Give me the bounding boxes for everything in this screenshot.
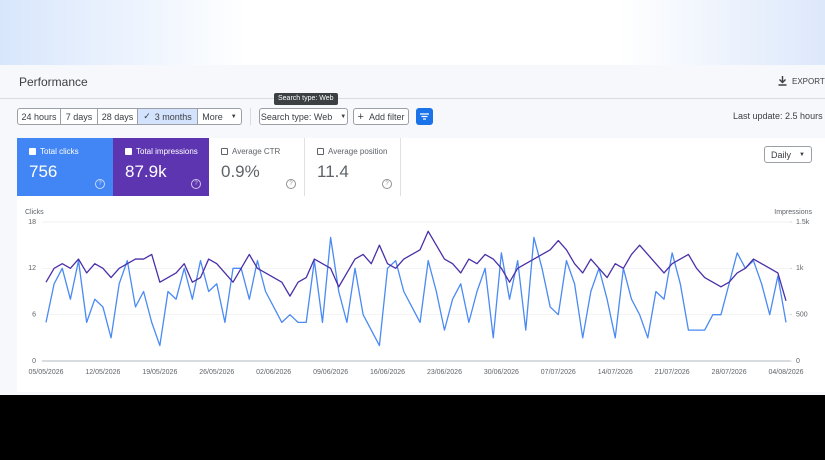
tooltip: Search type: Web <box>274 93 338 105</box>
series-line <box>45 230 787 301</box>
x-tick-label: 23/06/2026 <box>427 369 462 376</box>
checkbox <box>29 148 36 155</box>
help-icon: ? <box>95 179 105 189</box>
caret: ▼ <box>230 113 237 120</box>
y-tick-label: 0 <box>32 358 36 365</box>
x-tick-label: 28/07/2026 <box>712 369 747 376</box>
metric-card[interactable]: Total clicks 756 ? <box>17 138 113 196</box>
metric-card[interactable]: Average CTR 0.9% ? <box>209 138 305 196</box>
x-tick-label: 05/05/2026 <box>28 369 63 376</box>
export-label: EXPORT <box>792 76 825 86</box>
metric-label: Total clicks <box>40 147 79 156</box>
y2-tick-label: 1k <box>796 265 804 272</box>
x-tick-label: 09/06/2026 <box>313 369 348 376</box>
granularity-dropdown[interactable]: Daily ▼ <box>764 146 812 163</box>
metric-card[interactable]: Total impressions 87.9k ? <box>113 138 209 196</box>
add-filter-button[interactable]: + Add filter <box>353 108 409 125</box>
plus-icon: + <box>357 110 364 123</box>
chart: Clicks Impressions 0 6 12 18 0 500 1k 1.5k 05/05… <box>25 209 813 376</box>
metric-value: 11.4 <box>317 162 349 181</box>
search-type-label: Search type: Web <box>260 111 333 122</box>
help-icon: ? <box>191 179 201 189</box>
check-icon: ✓ <box>143 111 151 121</box>
x-tick-label: 07/07/2026 <box>541 369 576 376</box>
y2-tick-label: 500 <box>796 312 808 319</box>
y-tick-label: 6 <box>32 312 36 319</box>
x-tick-label: 26/05/2026 <box>199 369 234 376</box>
x-tick-label: 12/05/2026 <box>85 369 120 376</box>
checkbox <box>221 148 228 155</box>
metric-value: 87.9k <box>125 162 167 181</box>
metric-value: 0.9% <box>221 162 260 181</box>
checkbox <box>317 148 324 155</box>
y-axis-label: Clicks <box>25 209 44 216</box>
download-icon <box>778 76 787 86</box>
range-button-selected[interactable]: ✓ 3 months <box>137 108 198 125</box>
x-tick-label: 14/07/2026 <box>598 369 633 376</box>
x-tick-label: 21/07/2026 <box>655 369 690 376</box>
last-update: Last update: 2.5 hours ago <box>733 111 825 121</box>
range-button[interactable]: 24 hours <box>17 108 61 125</box>
more-label: More <box>202 111 223 122</box>
filter-icon <box>420 113 429 120</box>
x-tick-label: 04/08/2026 <box>768 369 803 376</box>
filter-icon-button[interactable] <box>416 108 433 125</box>
caret: ▼ <box>340 113 347 120</box>
granularity-label: Daily <box>771 149 792 160</box>
range-button[interactable]: 7 days <box>60 108 98 125</box>
divider <box>0 98 825 99</box>
add-filter-label: Add filter <box>368 111 405 122</box>
export-button[interactable]: EXPORT <box>778 76 825 86</box>
more-button[interactable]: More ▼ <box>197 108 242 125</box>
x-tick-label: 02/06/2026 <box>256 369 291 376</box>
metric-label: Average CTR <box>232 147 281 156</box>
x-tick-label: 19/05/2026 <box>142 369 177 376</box>
x-tick-label: 30/06/2026 <box>484 369 519 376</box>
checkbox <box>125 148 132 155</box>
y2-axis-label: Impressions <box>774 209 812 216</box>
y-tick-label: 18 <box>28 219 36 226</box>
range-label: 3 months <box>154 111 192 122</box>
metric-label: Average position <box>328 147 388 156</box>
range-button[interactable]: 28 days <box>97 108 138 125</box>
series-line <box>45 236 787 347</box>
help-icon: ? <box>382 179 392 189</box>
help-icon: ? <box>286 179 296 189</box>
separator <box>250 108 251 125</box>
metric-label: Total impressions <box>136 147 198 156</box>
search-type-button[interactable]: Search type: Web ▼ <box>259 108 348 125</box>
y2-tick-label: 0 <box>796 358 800 365</box>
x-tick-label: 16/06/2026 <box>370 369 405 376</box>
y2-tick-label: 1.5k <box>796 219 810 226</box>
top-backdrop <box>0 0 825 65</box>
caret: ▼ <box>799 151 805 158</box>
y-tick-label: 12 <box>28 265 36 272</box>
page-title: Performance <box>19 75 88 89</box>
metric-card[interactable]: Average position 11.4 ? <box>305 138 401 196</box>
metric-value: 756 <box>29 162 58 181</box>
